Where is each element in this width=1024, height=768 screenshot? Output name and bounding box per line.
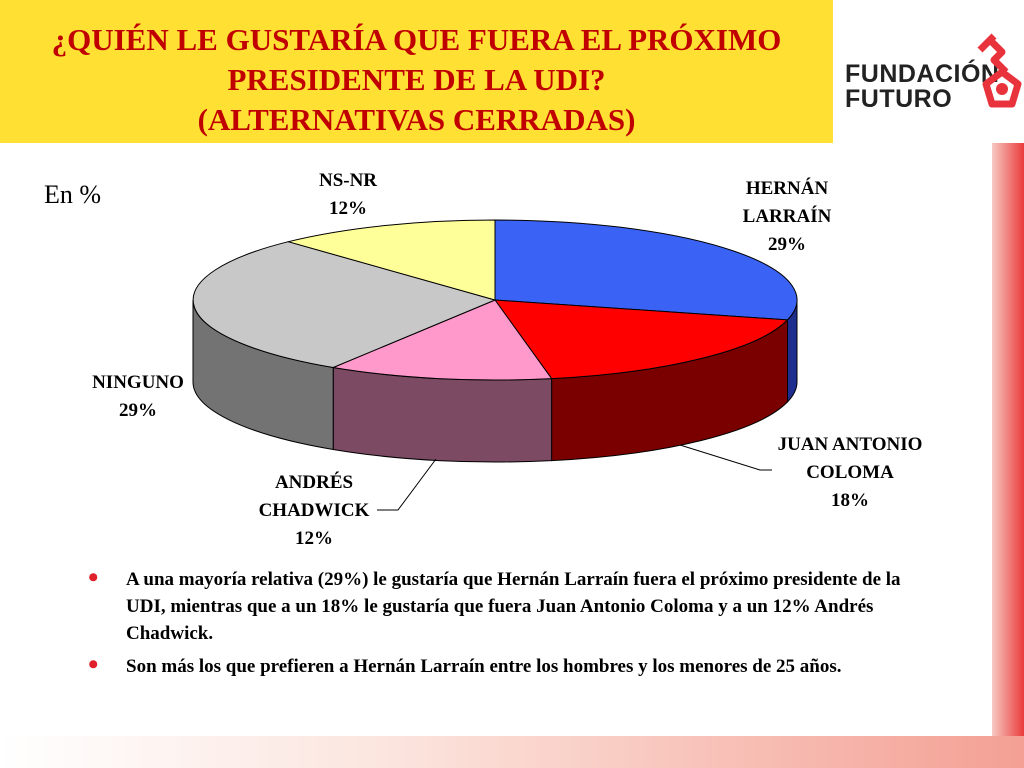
decorative-bottom-band [0,736,1024,768]
leader-line-coloma [679,444,772,471]
label-ninguno-pct: 29% [119,400,157,421]
pie-slice-andr-s-chadwick [331,299,553,381]
decorative-right-band [992,143,1024,768]
label-ninguno-line1: NINGUNO [92,372,184,393]
bullet-text-1: A una mayoría relativa (29%) le gustaría… [126,569,901,644]
pie-slice-juan-antonio-coloma [493,299,789,380]
bullet-list: • A una mayoría relativa (29%) le gustar… [88,561,918,686]
label-nsnr-line1: NS-NR [319,170,377,191]
title-line-3: (ALTERNATIVAS CERRADAS) [197,102,636,137]
pie-slice-ns-nr [286,219,496,301]
leader-line-chadwick [377,458,437,511]
label-chadwick-line1: ANDRÉS [275,471,353,493]
label-coloma-pct: 18% [831,490,869,511]
label-larrain-line2: LARRAÍN [743,205,832,227]
pie-slice-hern-n-larra-n [494,219,798,321]
key-icon [977,33,1022,108]
logo-line-1: FUNDACIÓN [845,60,1000,88]
bullet-dot: • [88,561,99,594]
pie-slice-ninguno [192,241,497,369]
title-banner: ¿QUIÉN LE GUSTARÍA QUE FUERA EL PRÓXIMO … [0,0,833,143]
label-larrain-line1: HERNÁN [746,177,829,199]
label-coloma-line1: JUAN ANTONIO [778,434,923,455]
label-larrain-pct: 29% [768,234,806,255]
bullet-text-2: Son más los que prefieren a Hernán Larra… [126,656,842,677]
label-coloma-line2: COLOMA [806,462,894,483]
pie-side-andr-s-chadwick [332,366,553,463]
bullet-item-2: • Son más los que prefieren a Hernán Lar… [88,648,918,681]
label-chadwick-pct: 12% [295,528,333,549]
bullet-dot: • [88,648,99,681]
title-line-2: PRESIDENTE DE LA UDI? [227,62,606,97]
title-line-1: ¿QUIÉN LE GUSTARÍA QUE FUERA EL PRÓXIMO [51,22,782,57]
label-chadwick-line2: CHADWICK [259,500,370,521]
logo-line-2: FUTURO [845,85,953,113]
unit-label: En % [44,180,102,209]
label-nsnr-pct: 12% [329,198,367,219]
bullet-item-1: • A una mayoría relativa (29%) le gustar… [88,561,918,647]
fundacion-futuro-logo: FUNDACIÓN FUTURO [838,30,1024,120]
